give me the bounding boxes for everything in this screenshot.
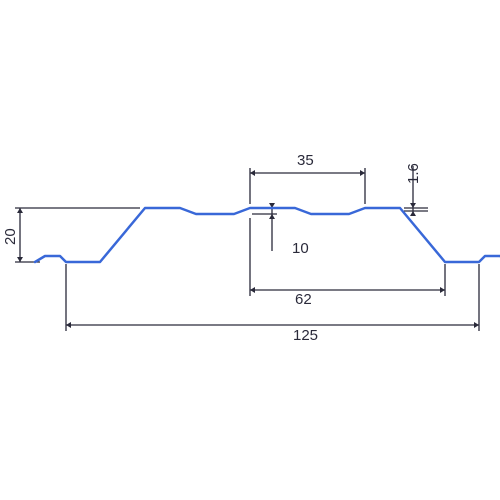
dimension-label: 20 <box>2 228 19 245</box>
dimension-label: 35 <box>297 152 314 169</box>
profile-diagram: 35 62 125 10 20 1.6 <box>0 0 500 500</box>
dimension-label: 125 <box>293 327 318 344</box>
dimension-label: 62 <box>295 291 312 308</box>
dimension-label: 1.6 <box>405 163 422 184</box>
dimension-label: 10 <box>292 240 309 257</box>
